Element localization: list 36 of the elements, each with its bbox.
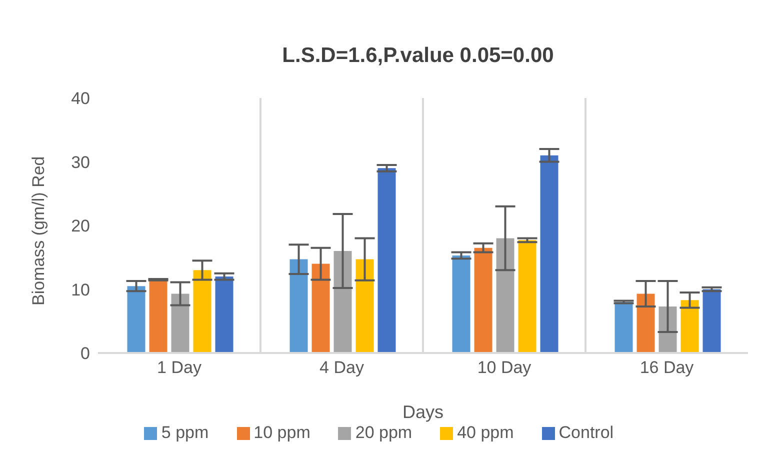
legend-label: 10 ppm	[254, 423, 310, 442]
legend-label: 20 ppm	[355, 423, 412, 442]
y-tick-label: 0	[80, 344, 90, 364]
y-tick-label: 20	[71, 216, 90, 236]
bar	[680, 300, 699, 353]
bar	[452, 255, 470, 353]
legend-label: 5 ppm	[161, 423, 209, 442]
legend-label: 40 ppm	[457, 423, 514, 442]
y-tick-label: 30	[71, 152, 90, 172]
bar	[540, 155, 558, 353]
bar	[171, 294, 190, 353]
y-tick-label: 10	[71, 280, 90, 300]
bar	[614, 302, 633, 353]
bar	[193, 270, 212, 353]
legend-label: Control	[558, 423, 614, 442]
x-tick-label: 10 Day	[477, 358, 532, 378]
bar	[636, 294, 655, 353]
bar	[518, 240, 536, 353]
x-axis-title: Days	[402, 402, 444, 422]
y-axis-title: Biomass (gm/l) Red	[29, 156, 48, 306]
bar	[127, 286, 146, 353]
bar	[474, 248, 492, 353]
bar	[312, 264, 330, 353]
y-tick-label: 40	[71, 89, 90, 108]
bar	[149, 280, 168, 353]
x-tick-label: 16 Day	[640, 358, 694, 378]
bar	[334, 251, 352, 353]
bar	[702, 289, 721, 353]
bar	[215, 276, 234, 353]
bar	[356, 259, 374, 353]
bar	[378, 168, 396, 353]
bar	[290, 259, 308, 353]
x-tick-label: 4 Day	[320, 358, 364, 378]
chart-title: L.S.D=1.6,P.value 0.05=0.00	[281, 44, 555, 68]
x-tick-label: 1 Day	[157, 358, 202, 378]
bar	[496, 238, 514, 353]
